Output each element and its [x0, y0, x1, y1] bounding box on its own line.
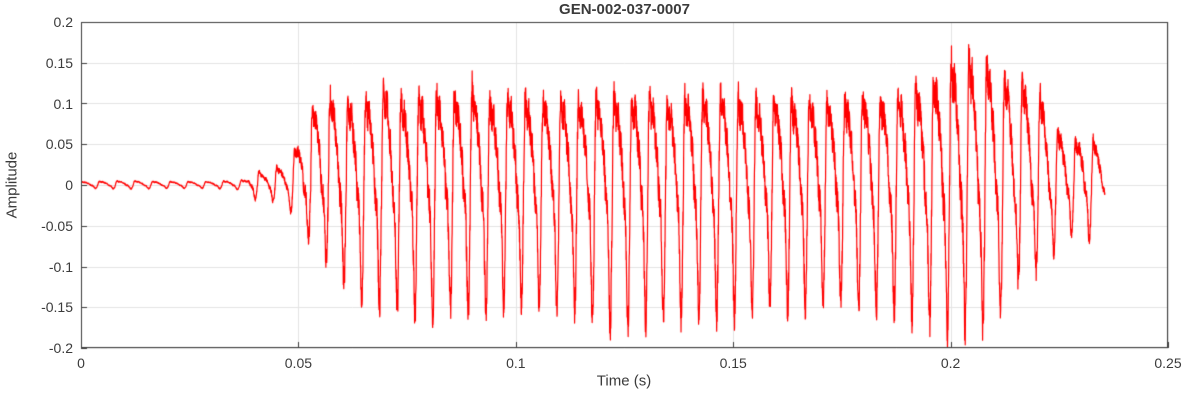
x-tick-label: 0.05: [284, 355, 313, 371]
y-tick-label: 0.15: [45, 54, 73, 71]
x-tick-label: 0.15: [719, 355, 747, 371]
y-tick-label: -0.15: [41, 299, 73, 316]
y-tick-label: -0.2: [48, 340, 73, 356]
x-tick-label: 0.2: [940, 355, 961, 371]
y-tick-label: 0: [65, 177, 73, 193]
x-axis-label: Time (s): [596, 372, 652, 390]
x-tick-label: 0.1: [506, 355, 526, 371]
chart-title: GEN-002-037-0007: [559, 1, 690, 18]
y-axis-label: Amplitude: [3, 151, 21, 219]
y-tick-label: -0.1: [48, 258, 73, 275]
y-tick-label: -0.05: [41, 217, 73, 234]
x-tick-label: 0: [77, 355, 85, 371]
x-tick-label: 0.25: [1154, 355, 1182, 371]
y-tick-label: 0.1: [53, 95, 73, 112]
y-tick-label: 0.2: [53, 14, 73, 30]
y-tick-label: 0.05: [45, 136, 73, 153]
